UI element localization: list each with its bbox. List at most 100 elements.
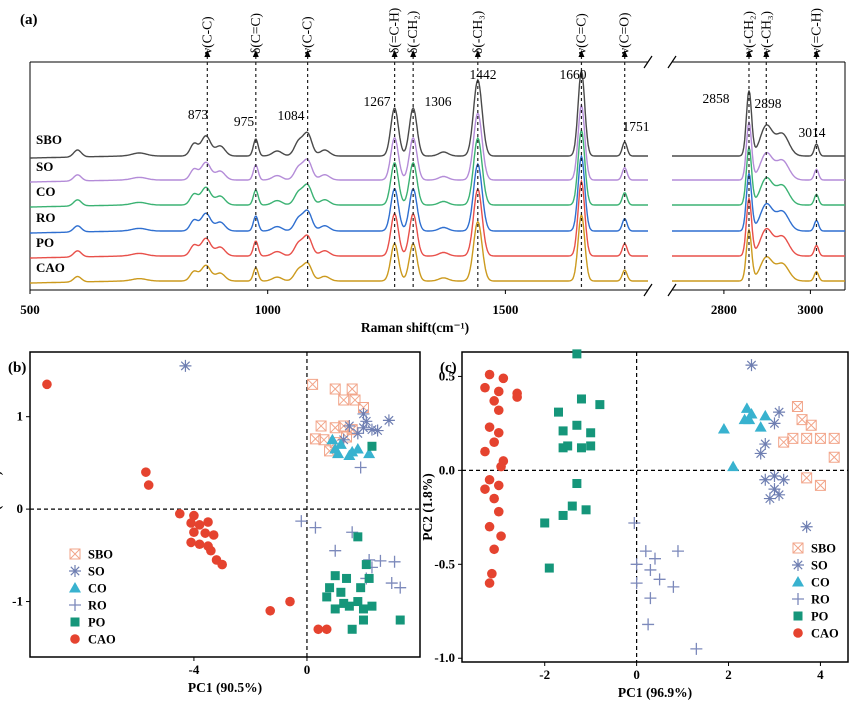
data-point-asterisk: [792, 559, 804, 571]
series-sbo: [778, 400, 840, 491]
peak-value-label: 1442: [470, 67, 497, 82]
data-point-square: [576, 394, 586, 404]
legend-label-so: SO: [811, 559, 828, 573]
spectrum-line-sbo: [30, 68, 648, 159]
data-point-asterisk: [179, 359, 192, 372]
spectrum-line-sbo-high: [672, 90, 845, 157]
legend-label-sbo: SBO: [88, 548, 113, 562]
y-tick-label: 0: [17, 501, 24, 516]
data-point-plus: [690, 642, 703, 655]
data-point-plus: [374, 554, 387, 567]
data-point-plus: [649, 552, 661, 565]
oil-label-sbo: SBO: [36, 132, 62, 147]
spectrum-line-cao: [30, 212, 648, 284]
spectrum-line-ro: [30, 153, 648, 234]
legend-label-co: CO: [811, 576, 830, 590]
vibration-mode-label: δ(C=C): [248, 13, 263, 54]
x-tick-label: 4: [817, 667, 824, 682]
data-point-boxed-x: [69, 548, 81, 560]
vibration-mode-label: δ(-CH₂): [405, 11, 420, 54]
data-point-circle: [141, 467, 151, 477]
data-point-circle: [480, 484, 490, 494]
peak-value-label: 975: [234, 114, 255, 129]
x-tick-label: 500: [20, 302, 40, 317]
data-point-circle: [313, 624, 324, 635]
data-point-circle: [496, 531, 506, 541]
data-point-triangle: [351, 443, 364, 454]
y-tick-label: -1.0: [434, 650, 455, 665]
data-point-triangle: [334, 438, 347, 449]
data-point-square: [344, 601, 354, 611]
x-tick-label: 3000: [797, 302, 823, 317]
data-point-boxed-x: [791, 400, 803, 412]
data-point-triangle: [754, 421, 767, 432]
oil-label-cao: CAO: [36, 260, 65, 275]
data-point-square: [356, 583, 366, 593]
data-point-triangle: [717, 423, 730, 434]
spectrum-line-po: [30, 178, 648, 259]
x-tick-label: 1000: [255, 302, 281, 317]
vibration-mode-label: ν(C=C): [573, 13, 588, 54]
data-point-boxed-x: [828, 451, 840, 463]
data-point-asterisk: [768, 417, 781, 430]
data-point-circle: [194, 539, 205, 550]
data-point-plus: [630, 577, 643, 590]
data-point-plus: [394, 581, 407, 594]
data-point-asterisk: [763, 492, 776, 505]
data-point-triangle: [69, 582, 81, 593]
data-point-circle: [480, 382, 490, 393]
data-point-circle: [208, 530, 219, 540]
data-point-circle: [484, 521, 495, 532]
vibration-mode-label: ν(C-C): [300, 16, 315, 54]
data-point-square: [540, 518, 550, 528]
series-so: [745, 359, 813, 533]
data-point-plus: [388, 555, 401, 568]
data-point-asterisk: [745, 359, 758, 372]
data-point-asterisk: [382, 414, 395, 427]
data-point-boxed-x: [778, 436, 790, 448]
data-point-asterisk: [357, 407, 370, 420]
data-point-square: [364, 573, 374, 583]
spectrum-line-so: [30, 102, 648, 183]
data-point-triangle: [738, 413, 751, 425]
data-point-plus: [792, 593, 804, 605]
data-point-boxed-x: [805, 419, 817, 431]
data-point-square: [342, 573, 352, 583]
oil-label-co: CO: [36, 184, 56, 199]
data-point-circle: [203, 517, 213, 527]
data-point-plus: [354, 461, 367, 474]
data-point-circle: [480, 446, 490, 457]
x-tick-label: 0: [304, 662, 311, 677]
series-so: [179, 359, 395, 446]
oil-label-so: SO: [36, 159, 53, 174]
peak-arrow-head: [391, 50, 398, 57]
data-point-square: [581, 505, 591, 515]
series-po: [322, 441, 405, 634]
data-point-asterisk: [371, 424, 384, 437]
legend-label-sbo: SBO: [811, 542, 836, 556]
data-point-square: [586, 441, 596, 451]
data-point-square: [322, 592, 332, 602]
data-point-circle: [489, 437, 499, 447]
data-point-plus: [667, 580, 680, 593]
data-point-plus: [385, 577, 398, 590]
data-point-asterisk: [768, 470, 781, 482]
spectrum-line-so-high: [672, 119, 845, 181]
data-point-circle: [189, 510, 199, 521]
data-point-boxed-x: [814, 432, 826, 444]
data-point-boxed-x: [329, 383, 341, 395]
data-point-circle: [143, 480, 154, 490]
legend-label-so: SO: [88, 565, 105, 579]
legend-label-cao: CAO: [88, 633, 116, 647]
series-ro: [295, 461, 407, 594]
data-point-circle: [493, 405, 504, 416]
y-tick-label: 0.5: [439, 368, 456, 383]
data-point-square: [595, 400, 605, 410]
data-point-circle: [489, 544, 499, 555]
peak-arrow-head: [813, 50, 820, 57]
peak-arrow-head: [204, 50, 211, 57]
x-axis-label: PC1 (96.9%): [618, 685, 692, 700]
panel-label-a: (a): [20, 12, 38, 28]
peak-value-label: 1084: [278, 108, 305, 123]
